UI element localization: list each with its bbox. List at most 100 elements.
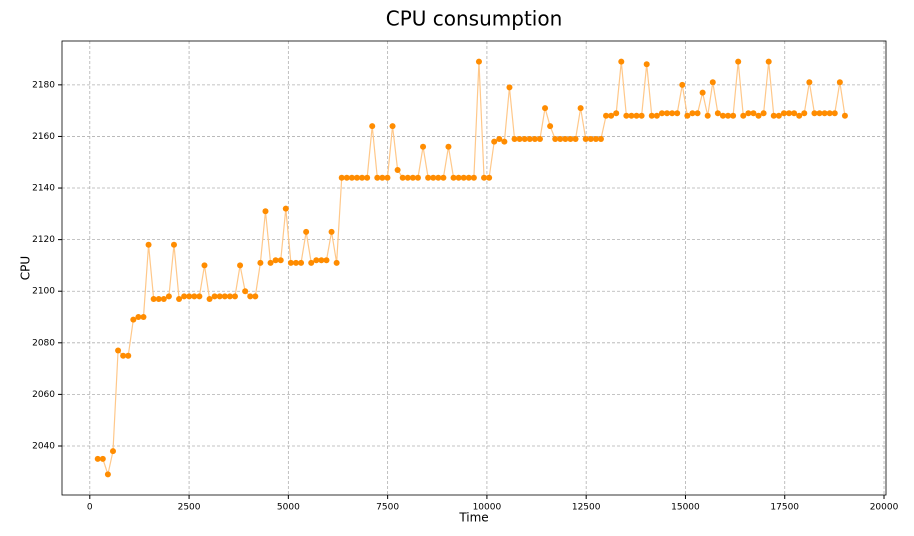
data-point	[242, 288, 249, 295]
data-point	[237, 262, 244, 269]
data-point	[725, 112, 732, 119]
data-point	[130, 316, 137, 323]
data-point	[806, 79, 813, 86]
chart-title: CPU consumption	[386, 7, 563, 31]
data-point	[704, 112, 711, 119]
data-point	[699, 89, 706, 96]
data-point	[547, 123, 554, 130]
data-point	[597, 136, 604, 143]
data-point	[709, 79, 716, 86]
data-point	[836, 79, 843, 86]
data-point	[420, 143, 427, 150]
data-point	[145, 241, 152, 248]
data-point	[348, 174, 355, 181]
data-point	[181, 293, 188, 300]
data-point	[801, 110, 808, 117]
data-point	[786, 110, 793, 117]
data-point	[430, 174, 437, 181]
data-point	[658, 110, 665, 117]
data-point	[359, 174, 366, 181]
data-point	[719, 112, 726, 119]
data-point	[287, 259, 294, 266]
plot-frame	[61, 40, 887, 496]
data-point	[343, 174, 350, 181]
data-point	[226, 293, 233, 300]
data-point	[191, 293, 198, 300]
data-point	[613, 110, 620, 117]
data-point	[282, 205, 289, 212]
x-tick-label: 20000	[870, 503, 899, 513]
data-point	[542, 105, 549, 112]
data-point	[170, 241, 177, 248]
data-point	[486, 174, 493, 181]
data-point	[318, 257, 325, 264]
data-point	[643, 61, 650, 68]
data-point	[353, 174, 360, 181]
data-point	[730, 112, 737, 119]
x-tick-label: 0	[87, 503, 93, 513]
x-tick-label: 5000	[277, 503, 300, 513]
data-point	[592, 136, 599, 143]
data-point	[623, 112, 630, 119]
data-point	[409, 174, 416, 181]
y-tick-label: 2060	[32, 390, 55, 400]
data-point	[745, 110, 752, 117]
data-point	[638, 112, 645, 119]
data-point	[496, 136, 503, 143]
data-point	[384, 174, 391, 181]
data-point	[465, 174, 472, 181]
data-point	[333, 259, 340, 266]
data-point	[826, 110, 833, 117]
data-point	[374, 174, 381, 181]
y-axis-label: CPU	[19, 256, 33, 280]
data-point	[674, 110, 681, 117]
data-point	[572, 136, 579, 143]
series-line	[97, 61, 846, 477]
data-point	[262, 208, 269, 215]
data-point	[104, 471, 111, 478]
data-point	[120, 352, 127, 359]
data-point	[750, 110, 757, 117]
data-point	[109, 448, 116, 455]
y-tick-label: 2180	[32, 80, 55, 90]
data-point	[440, 174, 447, 181]
data-point	[775, 112, 782, 119]
data-point	[791, 110, 798, 117]
y-tick-label: 2040	[32, 441, 55, 451]
y-tick-label: 2160	[32, 132, 55, 142]
data-point	[303, 228, 310, 235]
x-tick-label: 17500	[770, 503, 799, 513]
data-point	[450, 174, 457, 181]
data-point	[298, 259, 305, 266]
data-point	[313, 257, 320, 264]
data-point	[176, 295, 183, 302]
data-point	[796, 112, 803, 119]
data-point	[557, 136, 564, 143]
data-point	[399, 174, 406, 181]
data-point	[506, 84, 513, 91]
x-tick-label: 15000	[671, 503, 700, 513]
data-point	[455, 174, 462, 181]
data-point	[618, 58, 625, 65]
data-point	[94, 455, 101, 462]
data-point	[765, 58, 772, 65]
data-point	[186, 293, 193, 300]
y-tick-label: 2140	[32, 184, 55, 194]
data-point	[526, 136, 533, 143]
data-point	[780, 110, 787, 117]
data-point	[150, 295, 157, 302]
data-point	[323, 257, 330, 264]
data-point	[211, 293, 218, 300]
data-point	[257, 259, 264, 266]
data-point	[125, 352, 132, 359]
data-point	[216, 293, 223, 300]
data-point	[364, 174, 371, 181]
data-point	[201, 262, 208, 269]
data-point	[272, 257, 279, 264]
data-point	[511, 136, 518, 143]
data-point	[394, 166, 401, 173]
data-point	[206, 295, 213, 302]
data-point	[536, 136, 543, 143]
data-point	[653, 112, 660, 119]
